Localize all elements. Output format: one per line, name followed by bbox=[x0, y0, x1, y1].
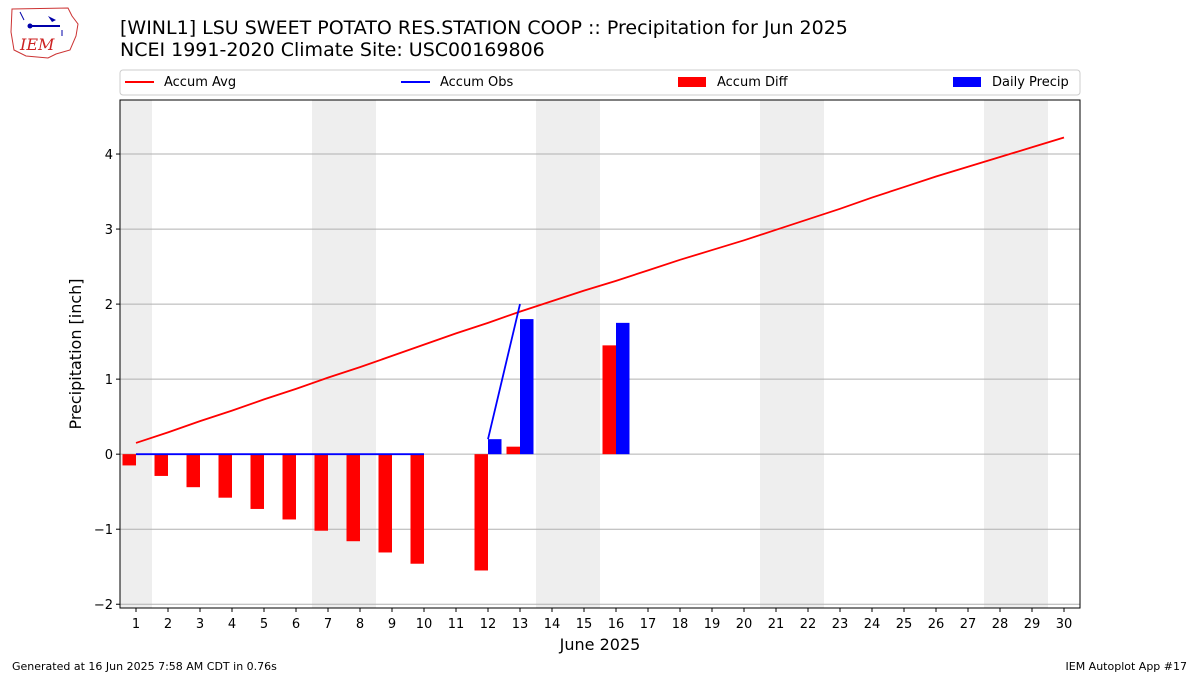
accum-diff-bar bbox=[122, 454, 136, 466]
y-tick-label: 3 bbox=[105, 223, 113, 238]
accum-diff-bar bbox=[250, 454, 264, 509]
y-tick-label: 2 bbox=[105, 298, 113, 313]
weekend-band bbox=[312, 100, 376, 608]
weekend-band bbox=[120, 100, 152, 608]
x-tick-label: 23 bbox=[832, 617, 849, 632]
title-line-2: NCEI 1991-2020 Climate Site: USC00169806 bbox=[120, 39, 545, 61]
x-tick-label: 16 bbox=[608, 617, 625, 632]
x-tick-label: 5 bbox=[260, 617, 268, 632]
x-tick-label: 17 bbox=[640, 617, 657, 632]
weekend-band bbox=[984, 100, 1048, 608]
legend-box bbox=[119, 69, 1081, 96]
accum-diff-bar bbox=[602, 345, 616, 455]
x-tick-label: 8 bbox=[356, 617, 364, 632]
accum-diff-bar bbox=[282, 454, 296, 520]
legend-label: Accum Obs bbox=[440, 75, 513, 90]
accum-diff-bar bbox=[154, 454, 168, 476]
accum-diff-bar bbox=[378, 454, 392, 553]
accum-avg-line bbox=[135, 136, 1065, 444]
daily-precip-bar bbox=[488, 439, 502, 455]
legend-label: Accum Avg bbox=[164, 75, 236, 90]
generated-note: Generated at 16 Jun 2025 7:58 AM CDT in … bbox=[12, 660, 277, 673]
x-tick-label: 21 bbox=[768, 617, 785, 632]
x-tick-label: 6 bbox=[292, 617, 300, 632]
x-tick-label: 12 bbox=[480, 617, 497, 632]
accum-diff-bar bbox=[186, 454, 200, 488]
x-tick-label: 7 bbox=[324, 617, 332, 632]
x-tick-label: 29 bbox=[1024, 617, 1041, 632]
y-axis-label: Precipitation [inch] bbox=[66, 278, 85, 429]
x-tick-label: 25 bbox=[896, 617, 913, 632]
weekend-band bbox=[536, 100, 600, 608]
x-tick-label: 30 bbox=[1056, 617, 1073, 632]
weekend-band bbox=[760, 100, 824, 608]
daily-precip-bar bbox=[520, 319, 534, 455]
daily-precip-bar bbox=[616, 322, 630, 455]
x-tick-label: 9 bbox=[388, 617, 396, 632]
x-tick-label: 15 bbox=[576, 617, 593, 632]
y-tick-label: 4 bbox=[105, 148, 113, 163]
x-tick-label: 3 bbox=[196, 617, 204, 632]
accum-diff-bar bbox=[506, 446, 520, 455]
x-tick-label: 24 bbox=[864, 617, 881, 632]
accum-diff-bar bbox=[474, 454, 488, 571]
logo-text: IEM bbox=[19, 35, 55, 54]
accum-diff-bar bbox=[218, 454, 232, 498]
x-tick-label: 19 bbox=[704, 617, 721, 632]
x-axis-label: June 2025 bbox=[559, 635, 641, 654]
x-tick-label: 18 bbox=[672, 617, 689, 632]
x-tick-label: 26 bbox=[928, 617, 945, 632]
x-tick-label: 4 bbox=[228, 617, 236, 632]
iem-logo: IEM bbox=[8, 6, 82, 60]
x-tick-label: 11 bbox=[448, 617, 465, 632]
accum-diff-bar bbox=[410, 454, 424, 564]
x-tick-label: 27 bbox=[960, 617, 977, 632]
app-note: IEM Autoplot App #17 bbox=[1065, 660, 1188, 673]
x-tick-label: 1 bbox=[132, 617, 140, 632]
legend-swatch-patch bbox=[678, 77, 706, 87]
legend-swatch-patch bbox=[953, 77, 981, 87]
x-tick-label: 13 bbox=[512, 617, 529, 632]
accum-diff-bar bbox=[346, 454, 360, 542]
y-tick-label: 1 bbox=[105, 373, 113, 388]
x-tick-label: 20 bbox=[736, 617, 753, 632]
title-line-1: [WINL1] LSU SWEET POTATO RES.STATION COO… bbox=[120, 17, 848, 39]
x-tick-label: 14 bbox=[544, 617, 561, 632]
chart-title: [WINL1] LSU SWEET POTATO RES.STATION COO… bbox=[120, 17, 848, 61]
x-tick-label: 10 bbox=[416, 617, 433, 632]
legend-label: Accum Diff bbox=[717, 75, 789, 90]
x-tick-label: 2 bbox=[164, 617, 172, 632]
y-tick-label: 0 bbox=[105, 448, 113, 463]
accum-obs-line bbox=[487, 303, 521, 440]
y-tick-label: −2 bbox=[94, 598, 113, 613]
legend-label: Daily Precip bbox=[992, 75, 1069, 90]
plot-frame bbox=[119, 99, 1081, 609]
x-tick-label: 28 bbox=[992, 617, 1009, 632]
x-tick-label: 22 bbox=[800, 617, 817, 632]
accum-diff-bar bbox=[314, 454, 328, 531]
y-tick-label: −1 bbox=[94, 523, 113, 538]
